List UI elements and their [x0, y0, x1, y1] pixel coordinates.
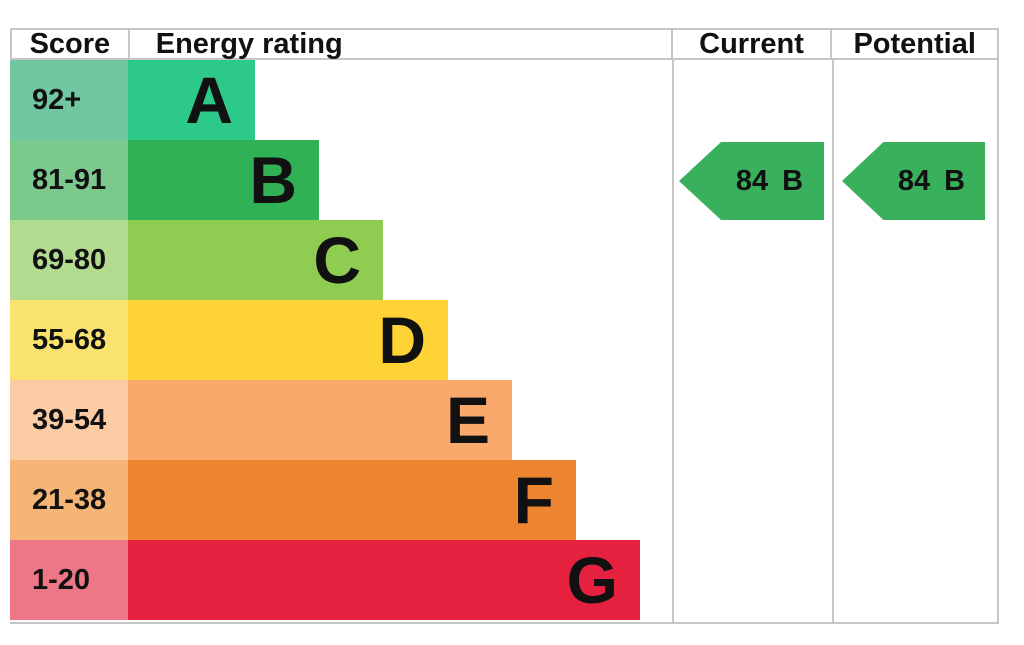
- band-bar-e: E: [128, 380, 512, 460]
- score-range-label: 55-68: [10, 300, 128, 380]
- epc-rating-chart: Score Energy rating Current Potential 92…: [10, 28, 999, 624]
- band-row-g: 1-20 G: [10, 540, 672, 620]
- band-row-d: 55-68 D: [10, 300, 672, 380]
- band-row-c: 69-80 C: [10, 220, 672, 300]
- band-bar-b: B: [128, 140, 319, 220]
- band-bar-d: D: [128, 300, 448, 380]
- band-bar-a: A: [128, 60, 255, 140]
- score-range-label: 69-80: [10, 220, 128, 300]
- score-column-header: Score: [12, 29, 130, 58]
- current-arrow: 84 B: [679, 142, 824, 220]
- band-rows: 92+ A 81-91 B 69-80 C 55-68 D 39-54 E 21-38 F 1-20 G: [10, 60, 672, 622]
- potential-score-value: 84: [897, 164, 931, 197]
- band-bar-f: F: [128, 460, 576, 540]
- band-row-f: 21-38 F: [10, 460, 672, 540]
- potential-arrow: 84 B: [842, 142, 985, 220]
- band-bar-g: G: [128, 540, 640, 620]
- energy-rating-column-header: Energy rating: [130, 29, 673, 58]
- band-row-b: 81-91 B: [10, 140, 672, 220]
- chart-body: 92+ A 81-91 B 69-80 C 55-68 D 39-54 E 21-38 F 1-20 G …: [10, 60, 999, 624]
- header-row: Score Energy rating Current Potential: [10, 28, 999, 60]
- score-range-label: 81-91: [10, 140, 128, 220]
- score-range-label: 1-20: [10, 540, 128, 620]
- band-row-a: 92+ A: [10, 60, 672, 140]
- current-band-letter: B: [782, 164, 804, 197]
- potential-band-letter: B: [944, 164, 966, 197]
- score-range-label: 39-54: [10, 380, 128, 460]
- potential-column-header: Potential: [832, 29, 999, 58]
- potential-column: 84 B: [832, 60, 999, 622]
- band-row-e: 39-54 E: [10, 380, 672, 460]
- current-score-value: 84: [735, 164, 769, 197]
- score-range-label: 21-38: [10, 460, 128, 540]
- band-bar-c: C: [128, 220, 383, 300]
- current-column: 84 B: [672, 60, 832, 622]
- score-range-label: 92+: [10, 60, 128, 140]
- current-column-header: Current: [673, 29, 833, 58]
